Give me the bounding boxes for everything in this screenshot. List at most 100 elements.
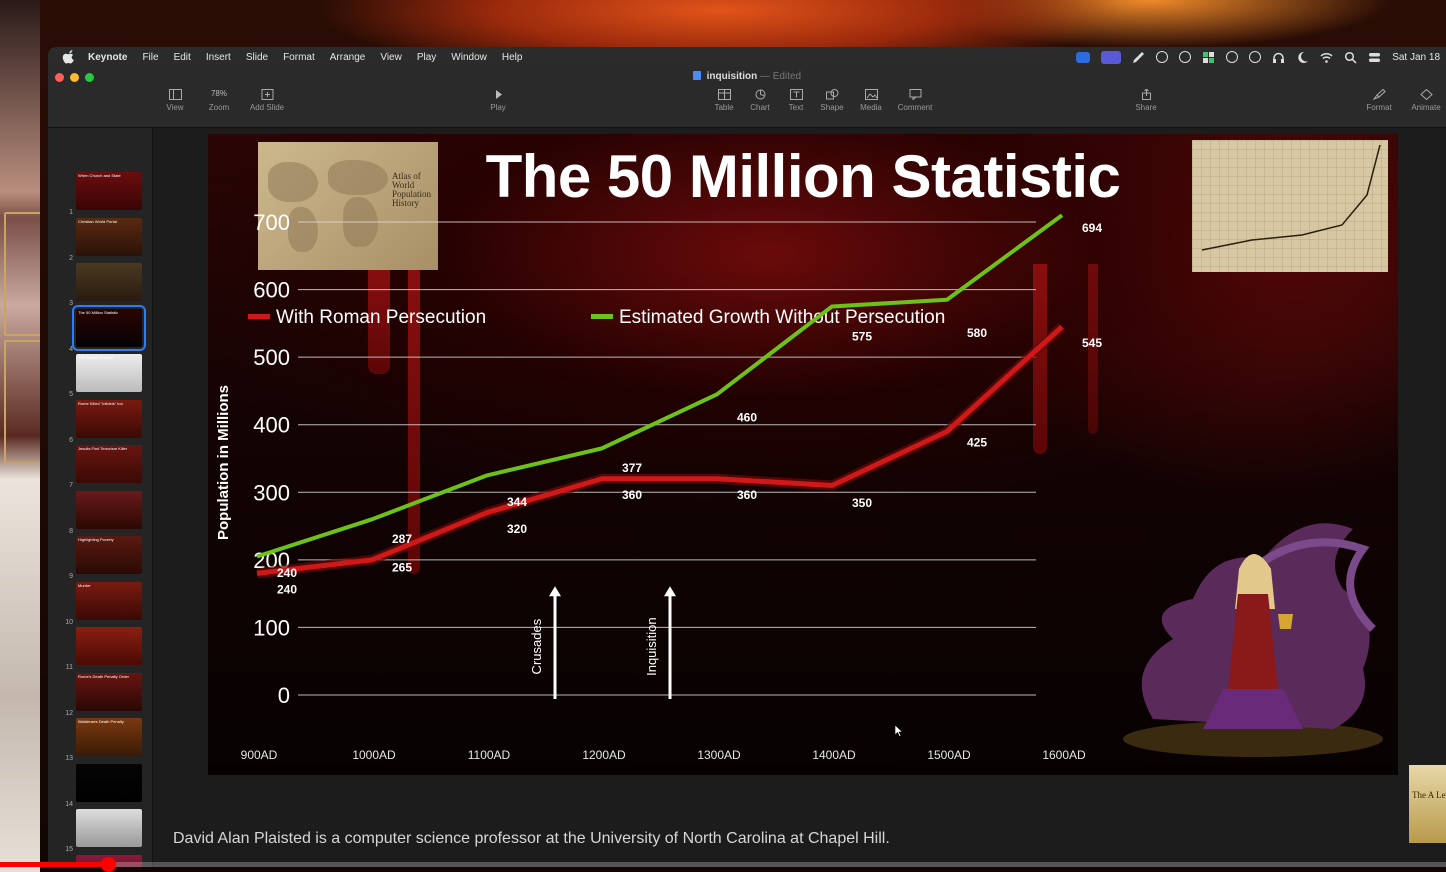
slide-thumbnail[interactable]: The 50 Million Statistic 4	[54, 304, 146, 353]
document-title: inquisition — Edited	[48, 71, 1446, 82]
slide-canvas[interactable]: Atlas of World Population History The 50…	[153, 128, 1446, 867]
slide-thumbnail[interactable]: 14	[54, 763, 146, 808]
slide-thumbnail-preview[interactable]: Murder	[76, 581, 142, 620]
x-tick-label: 1400AD	[812, 748, 856, 762]
copyright-icon[interactable]	[1226, 51, 1239, 63]
shape-label: Shape	[820, 103, 844, 112]
slide-thumbnail[interactable]: 11	[54, 627, 146, 671]
headphones-icon[interactable]	[1272, 51, 1285, 64]
minimize-window-button[interactable]	[70, 73, 79, 82]
menu-keynote[interactable]: Keynote	[88, 51, 128, 63]
chart-button[interactable]: Chart	[735, 89, 785, 112]
sync-icon[interactable]	[1156, 51, 1169, 63]
slide-4[interactable]: Atlas of World Population History The 50…	[208, 134, 1398, 775]
slide-thumbnail[interactable]: Jesuits Find Terrorism Killer 7	[54, 445, 146, 489]
menu-play[interactable]: Play	[416, 51, 437, 63]
add-slide-button[interactable]: Add Slide	[242, 89, 292, 112]
menubar-clock[interactable]: Sat Jan 18	[1392, 51, 1440, 63]
annotation-arrow-head	[549, 586, 561, 597]
slide-thumbnail-preview[interactable]: When Church and State	[76, 172, 142, 210]
slide-thumbnail-preview[interactable]: Christian World Portal	[76, 217, 142, 256]
slide-number: 4	[69, 345, 73, 353]
close-window-button[interactable]	[55, 73, 64, 82]
globe-icon[interactable]	[1179, 51, 1192, 63]
slide-number: 7	[69, 482, 73, 489]
menu-help[interactable]: Help	[501, 51, 523, 63]
video-progress-bar[interactable]	[0, 857, 1446, 872]
x-tick-label: 1200AD	[582, 748, 626, 762]
slide-thumbnail[interactable]: Rome Killed "Infidels" too 6	[54, 399, 146, 444]
legend-label: With Roman Persecution	[276, 307, 486, 328]
slide-thumbnail[interactable]: Christian World Portal 2	[54, 217, 146, 262]
zoom-app-icon[interactable]	[1076, 51, 1091, 63]
table-button[interactable]: Table	[699, 89, 749, 112]
shape-button[interactable]: Shape	[807, 89, 857, 112]
slide-thumbnail[interactable]: The Scarlet Woman 5	[54, 354, 146, 398]
slide-thumbnail-preview[interactable]: Highlighting Poverty	[76, 536, 142, 574]
slide-number: 1	[69, 209, 73, 216]
slide-thumbnail[interactable]: Murder 10	[54, 581, 146, 626]
menu-edit[interactable]: Edit	[173, 51, 191, 63]
search-icon[interactable]	[1344, 51, 1357, 64]
slide-thumbnail-preview[interactable]: The 50 Million Statistic	[72, 304, 146, 351]
slide-thumbnail[interactable]: 15	[54, 809, 146, 853]
slide-thumbnail[interactable]: 3	[54, 263, 146, 307]
slide-thumbnail-title: Murder	[78, 582, 91, 588]
wifi-icon[interactable]	[1320, 51, 1333, 64]
text-label: Text	[788, 103, 804, 112]
menu-file[interactable]: File	[142, 51, 159, 63]
slide-thumbnail-preview[interactable]: Rome Killed "Infidels" too	[76, 399, 142, 438]
slide-thumbnail-preview[interactable]: The Scarlet Woman	[76, 354, 142, 392]
menu-slide[interactable]: Slide	[245, 51, 269, 63]
animate-button[interactable]: Animate	[1401, 89, 1446, 112]
slide-thumbnail-preview[interactable]	[76, 627, 142, 665]
slide-thumbnail-preview[interactable]: Waldenses Death Penalty	[76, 718, 142, 756]
channel-logo-text: The A Left Lea	[1412, 790, 1446, 800]
menu-format[interactable]: Format	[283, 51, 315, 63]
slide-thumbnail-preview[interactable]	[76, 763, 142, 802]
data-label: 240	[277, 566, 297, 580]
comment-button[interactable]: Comment	[890, 89, 940, 112]
slide-thumbnail[interactable]: Rome's Death Penalty Order 12	[54, 672, 146, 717]
format-button[interactable]: Format	[1354, 89, 1404, 112]
slide-thumbnail-preview[interactable]: Rome's Death Penalty Order	[76, 672, 142, 711]
slide-thumbnail-preview[interactable]: Jesuits Find Terrorism Killer	[76, 445, 142, 483]
picture-frame	[4, 212, 40, 336]
moon-icon[interactable]	[1296, 51, 1309, 64]
series-line	[256, 324, 1064, 576]
slide-thumbnail-preview[interactable]	[76, 263, 142, 301]
play-button[interactable]: Play	[473, 89, 523, 112]
slide-thumbnail-preview[interactable]	[76, 809, 142, 847]
zoom-window-button[interactable]	[85, 73, 94, 82]
view-button[interactable]: View	[150, 89, 200, 112]
slide-thumbnail[interactable]: When Church and State 1	[54, 172, 146, 216]
pen-icon[interactable]	[1132, 51, 1145, 64]
screen-share-icon[interactable]	[1101, 50, 1122, 64]
menu-insert[interactable]: Insert	[205, 51, 231, 63]
historic-chart-image	[1192, 140, 1388, 272]
slide-thumbnail-preview[interactable]	[76, 490, 142, 529]
y-tick-label: 0	[278, 683, 290, 708]
slide-thumbnail[interactable]: Waldenses Death Penalty 13	[54, 718, 146, 762]
menu-arrange[interactable]: Arrange	[329, 51, 366, 63]
comment-icon	[909, 89, 921, 100]
apple-icon[interactable]	[62, 50, 76, 64]
slide-number: 2	[69, 254, 73, 262]
control-center-icon[interactable]	[1368, 51, 1381, 64]
data-label: 287	[392, 532, 412, 546]
zoom-dropdown[interactable]: 78% Zoom	[194, 89, 244, 112]
media-button[interactable]: Media	[846, 89, 896, 112]
table-icon	[717, 89, 731, 100]
media-icon	[864, 89, 878, 100]
menu-window[interactable]: Window	[451, 51, 487, 63]
grid-app-icon[interactable]	[1202, 51, 1215, 64]
slide-thumbnail[interactable]: 8	[54, 490, 146, 535]
text-button[interactable]: Text	[771, 89, 821, 112]
slide-number: 8	[69, 527, 73, 535]
play-circle-icon[interactable]	[1249, 51, 1262, 63]
slide-thumbnail[interactable]: Highlighting Poverty 9	[54, 536, 146, 580]
menu-view[interactable]: View	[380, 51, 402, 63]
share-button[interactable]: Share	[1121, 89, 1171, 112]
video-scrubber-handle[interactable]	[101, 857, 117, 872]
